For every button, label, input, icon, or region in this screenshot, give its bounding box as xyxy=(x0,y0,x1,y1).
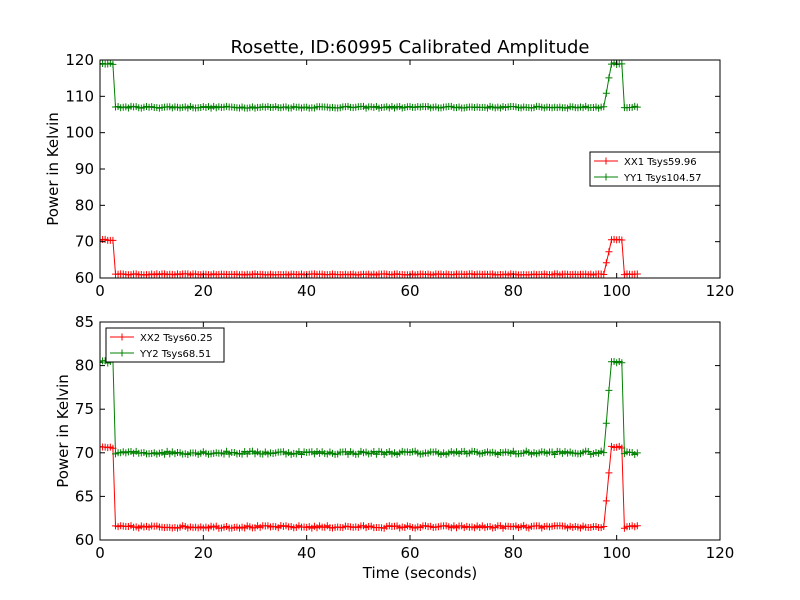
x-tick-label: 0 xyxy=(95,282,105,300)
y-tick-label: 85 xyxy=(75,313,94,331)
y-axis-label: Power in Kelvin xyxy=(44,112,62,226)
x-tick-label: 20 xyxy=(194,282,213,300)
x-tick-label: 80 xyxy=(504,282,523,300)
legend-marker xyxy=(118,349,126,357)
data-point-marker xyxy=(602,497,610,505)
x-tick-label: 100 xyxy=(602,544,631,562)
legend-entry-label: YY2 Tsys68.51 xyxy=(139,349,211,360)
x-tick-label: 0 xyxy=(95,544,105,562)
y-tick-label: 70 xyxy=(75,444,94,462)
x-tick-label: 100 xyxy=(602,282,631,300)
x-tick-label: 60 xyxy=(400,544,419,562)
data-point-marker xyxy=(618,60,626,68)
x-tick-label: 80 xyxy=(504,544,523,562)
data-point-marker xyxy=(633,270,641,278)
x-tick-label: 120 xyxy=(706,282,735,300)
y-tick-label: 75 xyxy=(75,400,94,418)
y-tick-label: 120 xyxy=(65,51,94,69)
x-axis-label: Time (seconds) xyxy=(362,564,478,582)
y-tick-label: 70 xyxy=(75,233,94,251)
legend-marker xyxy=(118,333,126,341)
series-1-line xyxy=(100,442,641,532)
y-tick-label: 60 xyxy=(75,531,94,549)
x-tick-label: 120 xyxy=(706,544,735,562)
data-point-marker xyxy=(605,74,613,82)
y-tick-label: 110 xyxy=(65,87,94,105)
data-point-marker xyxy=(602,419,610,427)
legend: XX1 Tsys59.96 YY1 Tsys104.57 xyxy=(589,151,721,187)
bottom-plot: 0 20 40 60 80 100 120 60 65 70 75 80 85 Power in Kelv… xyxy=(54,313,734,582)
legend-marker xyxy=(602,157,610,165)
data-point-marker xyxy=(633,522,641,530)
series-2-line xyxy=(100,60,641,112)
series-2-line xyxy=(100,356,641,459)
x-tick-label: 40 xyxy=(297,282,316,300)
data-point-marker xyxy=(600,449,608,457)
data-point-marker xyxy=(605,248,613,256)
x-tick-label: 40 xyxy=(297,544,316,562)
y-tick-label: 60 xyxy=(75,269,94,287)
data-point-marker xyxy=(605,386,613,394)
data-point-marker xyxy=(600,270,608,278)
data-point-marker xyxy=(109,60,117,68)
data-point-marker xyxy=(633,449,641,457)
y-tick-label: 80 xyxy=(75,357,94,375)
y-tick-label: 80 xyxy=(75,196,94,214)
data-point-marker xyxy=(602,89,610,97)
data-point-marker xyxy=(605,469,613,477)
series-1-line xyxy=(100,235,641,278)
legend-entry-label: XX1 Tsys59.96 xyxy=(624,157,697,168)
data-point-marker xyxy=(618,236,626,244)
data-point-marker xyxy=(600,103,608,111)
y-tick-label: 100 xyxy=(65,124,94,142)
y-tick-label: 65 xyxy=(75,487,94,505)
legend: XX2 Tsys60.25 YY2 Tsys68.51 xyxy=(105,327,225,363)
data-point-marker xyxy=(633,103,641,111)
data-point-marker xyxy=(618,359,626,367)
legend-box xyxy=(589,151,721,187)
x-tick-label: 20 xyxy=(194,544,213,562)
top-plot: 0 20 40 60 80 100 120 60 70 80 90 100 110 120 Power in… xyxy=(44,51,734,300)
y-tick-label: 90 xyxy=(75,160,94,178)
data-point-marker xyxy=(602,259,610,267)
legend-entry-label: XX2 Tsys60.25 xyxy=(140,333,213,344)
chart-title: Rosette, ID:60995 Calibrated Amplitude xyxy=(231,37,590,58)
legend-box xyxy=(105,327,225,363)
legend-marker xyxy=(602,173,610,181)
data-point-marker xyxy=(600,523,608,531)
legend-entry-label: YY1 Tsys104.57 xyxy=(623,173,702,184)
data-point-marker xyxy=(109,236,117,244)
x-tick-label: 60 xyxy=(400,282,419,300)
y-axis-label: Power in Kelvin xyxy=(54,374,72,488)
